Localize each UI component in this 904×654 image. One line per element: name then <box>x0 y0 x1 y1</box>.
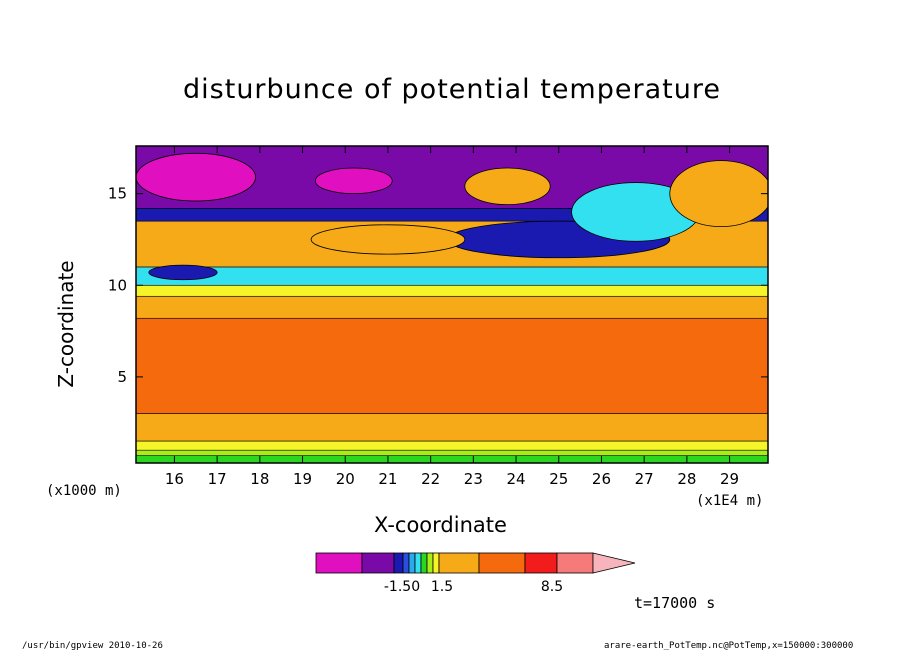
footer-right: arare-earth_PotTemp.nc@PotTemp,x=150000:… <box>604 641 854 651</box>
field-blob-1 <box>314 167 393 195</box>
colorbar-cell-9 <box>438 552 480 574</box>
x-tick-label: 21 <box>378 470 397 488</box>
chart-title: disturbunce of potential temperature <box>183 74 721 105</box>
plot-area <box>136 146 768 463</box>
field-band-0 <box>136 455 768 463</box>
x-tick-label: 25 <box>549 470 568 488</box>
plot-frame <box>135 145 769 464</box>
field-blob-7 <box>310 224 466 255</box>
field-blob-0 <box>136 152 256 202</box>
colorbar: -1.50 1.5 8.5 <box>315 552 636 595</box>
axes: 16 17 18 19 20 21 22 23 24 25 26 27 28 29 5 10 15 <box>108 146 768 488</box>
field-band-4 <box>136 317 768 414</box>
y-tick-label: 10 <box>108 276 127 294</box>
x-tick-label: 23 <box>464 470 483 488</box>
x-tick-label: 17 <box>208 470 227 488</box>
colorbar-cell-0 <box>315 552 363 574</box>
x-tick-label: 27 <box>635 470 654 488</box>
field-band-3 <box>136 413 768 442</box>
colorbar-arrow <box>592 552 636 574</box>
x-tick-label: 18 <box>250 470 269 488</box>
colorbar-cell-11 <box>524 552 558 574</box>
field-band-2 <box>136 440 768 451</box>
field-band-6 <box>136 284 768 297</box>
colorbar-cell-5 <box>414 552 422 574</box>
x-tick-label: 16 <box>165 470 184 488</box>
colorbar-cell-1 <box>361 552 395 574</box>
x-unit-right: (x1E4 m) <box>696 493 764 509</box>
colorbar-cell-7 <box>426 552 434 574</box>
x-unit-left: (x1000 m) <box>46 483 122 499</box>
x-tick-label: 24 <box>507 470 526 488</box>
x-tick-label: 19 <box>293 470 312 488</box>
colorbar-cell-4 <box>408 552 416 574</box>
field-band-7 <box>136 266 768 286</box>
colorbar-label: -1.50 <box>384 579 420 595</box>
field-blob-3 <box>148 264 218 281</box>
colorbar-cell-3 <box>402 552 410 574</box>
x-axis-label: X-coordinate <box>374 513 507 537</box>
x-tick-label: 22 <box>421 470 440 488</box>
colorbar-label: 1.5 <box>431 579 453 595</box>
footer-left: /usr/bin/gpview 2010-10-26 <box>22 641 163 651</box>
x-tick-label: 20 <box>336 470 355 488</box>
x-tick-label: 29 <box>720 470 739 488</box>
colorbar-cell-2 <box>393 552 404 574</box>
colorbar-label: 8.5 <box>541 579 563 595</box>
colorbar-cell-8 <box>432 552 440 574</box>
field-band-5 <box>136 295 768 319</box>
time-label: t=17000 s <box>634 594 716 612</box>
field-band-1 <box>136 449 768 456</box>
y-tick-label: 15 <box>108 185 127 203</box>
colorbar-cell-12 <box>556 552 594 574</box>
y-tick-label: 5 <box>117 368 127 386</box>
field-blob-5 <box>669 160 768 228</box>
colorbar-cell-10 <box>478 552 526 574</box>
colorbar-cell-6 <box>420 552 428 574</box>
field-blob-6 <box>464 167 551 206</box>
x-tick-label: 28 <box>677 470 696 488</box>
x-tick-label: 26 <box>592 470 611 488</box>
